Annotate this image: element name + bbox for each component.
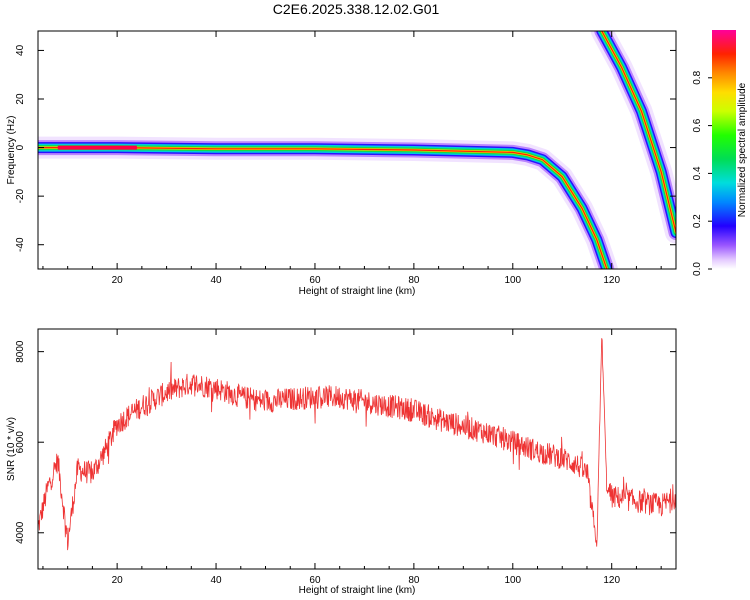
snr-x-tick-label: 40	[210, 575, 222, 586]
colorbar-tick-label: 0.6	[692, 118, 703, 132]
colorbar-tick-label: 0.4	[692, 166, 703, 180]
spectrogram-x-tick-label: 120	[603, 275, 620, 286]
spectrogram-x-tick: 60	[309, 31, 321, 286]
spectrogram-y-tick-label: 40	[15, 44, 26, 56]
snr-y-tick: 4000	[15, 521, 676, 544]
snr-x-tick-label: 80	[408, 575, 420, 586]
spectrogram-x-tick-label: 40	[210, 275, 222, 286]
spectrogram-x-tick-label: 80	[408, 275, 420, 286]
snr-x-tick-label: 20	[112, 575, 124, 586]
snr-x-tick: 120	[603, 329, 620, 586]
spectrogram-x-tick-label: 60	[309, 275, 321, 286]
colorbar-gradient	[712, 30, 736, 269]
spectrogram-x-tick-label: 20	[112, 275, 124, 286]
spectrogram-y-tick-label: 20	[15, 93, 26, 105]
spectrogram-x-tick: 40	[210, 31, 222, 286]
snr-x-tick: 20	[112, 329, 124, 586]
colorbar-tick-label: 0.0	[692, 262, 703, 276]
colorbar-tick-label: 0.8	[692, 70, 703, 84]
spectral-ridge-upper-branch	[590, 31, 676, 244]
spectrogram-x-tick: 80	[408, 31, 420, 286]
spectrogram-y-label: Frequency (Hz)	[6, 116, 17, 185]
colorbar-tick-label: 0.2	[692, 214, 703, 228]
snr-x-tick: 100	[504, 329, 522, 586]
snr-x-tick-label: 120	[603, 575, 620, 586]
colorbar-tick: 0.4	[692, 166, 712, 180]
snr-y-tick: 8000	[15, 340, 676, 363]
spectrogram-x-tick: 20	[112, 31, 124, 286]
spectrogram-y-tick: 40	[15, 44, 676, 56]
spectrogram-y-tick: -40	[15, 237, 676, 252]
snr-series-line	[38, 338, 676, 551]
snr-y-label: SNR (10 * v/v)	[6, 417, 17, 481]
snr-x-tick-label: 60	[309, 575, 321, 586]
spectrogram-y-tick: 20	[15, 93, 676, 105]
snr-y-tick: 6000	[15, 431, 676, 454]
spectrogram-y-tick: -20	[15, 188, 676, 203]
colorbar: 0.0 0.2 0.4 0.6 0.8 Normalized spectral ampl…	[692, 30, 748, 276]
spectrogram-y-tick-label: 0	[15, 144, 26, 150]
snr-y-tick-label: 4000	[15, 521, 26, 544]
spectrogram-frame	[37, 30, 677, 270]
spectrogram-x-tick-label: 100	[504, 275, 521, 286]
colorbar-label: Normalized spectral amplitude	[737, 82, 748, 217]
snr-x-tick: 40	[210, 329, 222, 586]
snr-y-tick-label: 6000	[15, 431, 26, 454]
snr-x-tick: 60	[309, 329, 321, 586]
spectrogram-x-label: Height of straight line (km)	[299, 286, 416, 297]
snr-x-tick-label: 100	[504, 575, 521, 586]
spectrogram-panel: 20 40 60 80 100 120 -40 -20 0 20 40 Height of str…	[6, 30, 677, 297]
spectrogram-y-tick-label: -40	[15, 237, 26, 252]
colorbar-tick: 0.0	[692, 262, 712, 276]
spectral-ridge-main-branch	[38, 136, 618, 269]
spectrogram-x-tick: 100	[504, 31, 522, 286]
spectrogram-y-tick: 0	[15, 144, 676, 150]
spectrogram-x-tick: 120	[603, 31, 620, 286]
snr-frame	[37, 328, 677, 570]
spectrogram-y-tick-label: -20	[15, 188, 26, 203]
chart-title: C2E6.2025.338.12.02.G01	[273, 1, 440, 17]
colorbar-tick: 0.6	[692, 118, 712, 133]
colorbar-tick: 0.8	[692, 70, 712, 85]
snr-x-tick: 80	[408, 329, 420, 586]
snr-panel: 20 40 60 80 100 120 4000 6000 8000 Height of st…	[6, 328, 677, 596]
snr-y-tick-label: 8000	[15, 340, 26, 363]
snr-x-label: Height of straight line (km)	[299, 585, 416, 596]
colorbar-tick: 0.2	[692, 214, 712, 228]
